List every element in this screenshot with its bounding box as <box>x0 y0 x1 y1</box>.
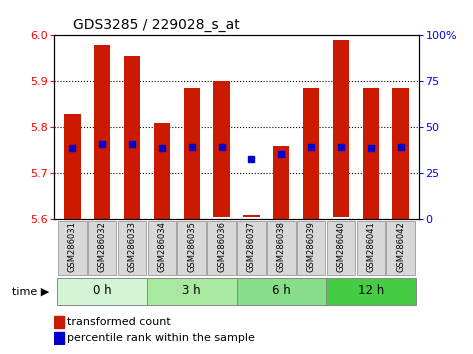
Text: transformed count: transformed count <box>67 317 171 327</box>
Text: time ▶: time ▶ <box>12 286 50 296</box>
FancyBboxPatch shape <box>237 221 266 275</box>
Bar <box>124 56 140 219</box>
Bar <box>363 88 379 219</box>
Text: GSM286033: GSM286033 <box>128 221 137 272</box>
Bar <box>94 45 110 219</box>
Text: GSM286037: GSM286037 <box>247 221 256 272</box>
FancyBboxPatch shape <box>147 278 236 305</box>
FancyBboxPatch shape <box>326 278 416 305</box>
FancyBboxPatch shape <box>267 221 296 275</box>
Text: GSM286038: GSM286038 <box>277 221 286 272</box>
Text: GSM286040: GSM286040 <box>336 221 345 272</box>
Text: GSM286039: GSM286039 <box>307 221 315 272</box>
Bar <box>333 40 349 217</box>
Text: GSM286041: GSM286041 <box>367 221 376 272</box>
FancyBboxPatch shape <box>297 221 325 275</box>
Text: percentile rank within the sample: percentile rank within the sample <box>67 333 255 343</box>
Bar <box>54 332 63 343</box>
FancyBboxPatch shape <box>58 221 87 275</box>
Bar <box>393 88 409 219</box>
Text: GSM286042: GSM286042 <box>396 221 405 272</box>
Bar <box>273 146 289 219</box>
Text: 12 h: 12 h <box>358 284 384 297</box>
Text: GSM286035: GSM286035 <box>187 221 196 272</box>
FancyBboxPatch shape <box>88 221 116 275</box>
Text: 6 h: 6 h <box>272 284 290 297</box>
FancyBboxPatch shape <box>357 221 385 275</box>
Text: GDS3285 / 229028_s_at: GDS3285 / 229028_s_at <box>73 18 239 32</box>
FancyBboxPatch shape <box>177 221 206 275</box>
Bar <box>154 123 170 219</box>
Text: GSM286031: GSM286031 <box>68 221 77 272</box>
FancyBboxPatch shape <box>118 221 146 275</box>
Text: 0 h: 0 h <box>93 284 112 297</box>
Text: GSM286034: GSM286034 <box>158 221 166 272</box>
Bar <box>184 88 200 219</box>
FancyBboxPatch shape <box>148 221 176 275</box>
Bar <box>54 316 63 328</box>
Text: GSM286036: GSM286036 <box>217 221 226 272</box>
Text: 3 h: 3 h <box>183 284 201 297</box>
Bar <box>303 88 319 219</box>
FancyBboxPatch shape <box>236 278 326 305</box>
Bar <box>243 215 260 217</box>
Text: GSM286032: GSM286032 <box>97 221 106 272</box>
FancyBboxPatch shape <box>207 221 236 275</box>
Bar <box>64 114 80 219</box>
FancyBboxPatch shape <box>386 221 415 275</box>
Bar <box>213 81 230 217</box>
FancyBboxPatch shape <box>327 221 355 275</box>
FancyBboxPatch shape <box>57 278 147 305</box>
